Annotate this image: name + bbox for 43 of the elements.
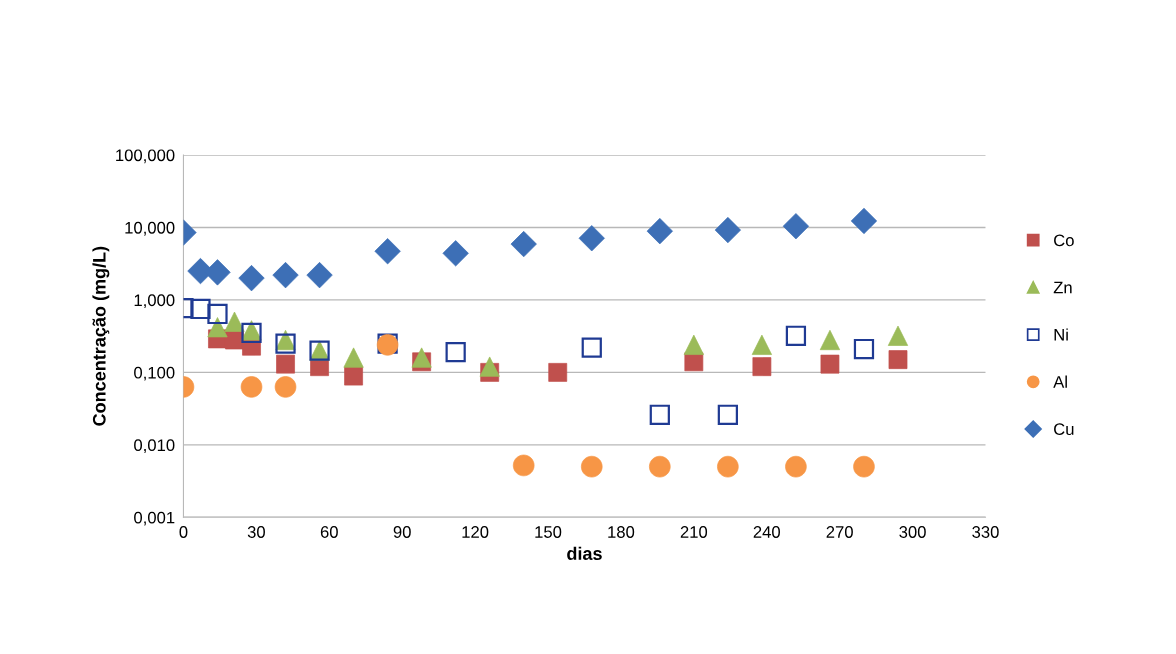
y-tick-label: 0,100 [134,366,175,381]
legend-label: Al [1053,375,1067,388]
point [820,354,840,374]
x-tick-label: 240 [753,526,781,538]
y-tick-label: 1,000 [134,294,175,309]
point [646,218,673,245]
point [274,376,297,398]
point [512,454,535,477]
y-tick-label: 10,000 [125,221,175,236]
x-tick-label: 330 [972,526,999,538]
point [190,298,211,320]
x-tick-label: 300 [899,526,926,538]
point [785,325,807,346]
x-tick-label: 90 [393,526,411,538]
y-tick-label: 100,000 [116,149,175,164]
x-tick-label: 270 [826,526,853,538]
legend-label: Ni [1054,328,1068,341]
point [649,404,670,425]
y-tick-label: 0,010 [134,439,175,454]
point [510,230,537,258]
legend-label: Zn [1053,281,1072,294]
point [374,238,401,265]
y-tick-label: 0,001 [134,511,175,526]
point [717,404,738,425]
x-tick-label: 180 [608,526,635,538]
x-tick-label: 60 [320,526,338,538]
point [853,338,875,360]
x-tick-label: 210 [680,526,708,538]
x-axis-title: dias [567,546,602,560]
x-tick-label: 0 [179,526,188,538]
point [853,455,875,478]
point [272,261,299,289]
x-tick-label: 30 [247,526,265,538]
legend-label: Cu [1054,423,1074,436]
point [782,213,810,240]
x-tick-label: 120 [462,526,489,538]
point [207,303,228,325]
legend-label: Co [1054,234,1074,247]
point [581,337,602,358]
point [276,354,295,374]
x-tick-label: 150 [535,526,562,538]
y-axis-title: Concentração (mg/L) [92,246,110,426]
point [445,342,466,363]
